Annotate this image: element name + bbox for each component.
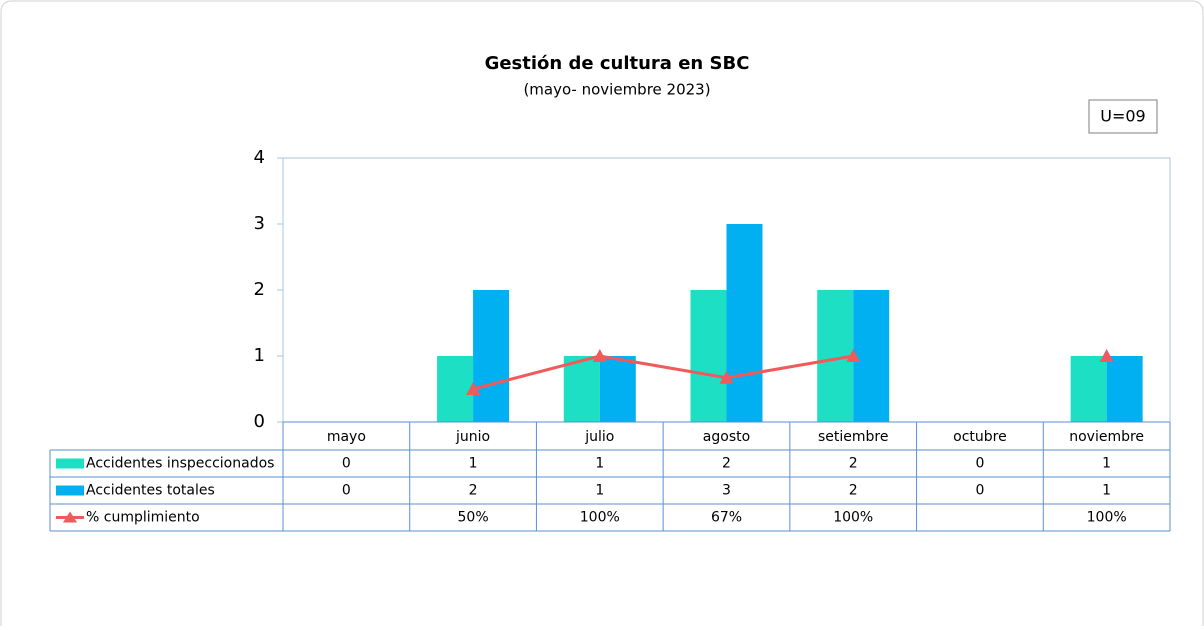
- legend-swatch: [56, 458, 84, 469]
- table-cell: 1: [469, 456, 478, 472]
- table-cell: 0: [975, 456, 984, 472]
- bar: [473, 290, 510, 422]
- table-cell: 2: [722, 456, 731, 472]
- table-cell: 67%: [711, 510, 742, 526]
- x-tick-label: noviembre: [1069, 429, 1144, 445]
- bar: [853, 290, 890, 422]
- legend-label: Accidentes totales: [86, 483, 215, 499]
- annotation-box: [1088, 99, 1158, 134]
- x-tick-label: setiembre: [818, 429, 889, 445]
- y-tick-label: 2: [254, 279, 265, 300]
- bar: [1106, 356, 1143, 422]
- bar: [563, 356, 600, 422]
- chart-title: Gestión de cultura en SBC: [485, 53, 750, 74]
- bar: [1070, 356, 1107, 422]
- line-marker: [1099, 349, 1114, 362]
- table-cell: 1: [1102, 483, 1111, 499]
- table-cell: 3: [722, 483, 731, 499]
- line-marker: [846, 349, 861, 362]
- bar: [726, 224, 763, 422]
- table-cell: 2: [849, 456, 858, 472]
- legend-swatch: [56, 485, 84, 496]
- annotation: U=09: [1100, 107, 1145, 126]
- chart-subtitle: (mayo- noviembre 2023): [523, 81, 710, 99]
- line-marker: [466, 382, 481, 395]
- table-cell: 1: [595, 483, 604, 499]
- legend-label: % cumplimiento: [86, 510, 200, 526]
- y-tick-label: 0: [254, 411, 265, 432]
- table-cell: 100%: [833, 510, 873, 526]
- x-tick-label: junio: [455, 429, 490, 445]
- line-marker: [719, 370, 734, 384]
- table-cell: 1: [1102, 456, 1111, 472]
- table-cell: 0: [342, 483, 351, 499]
- table-cell: 0: [342, 456, 351, 472]
- table-cell: 1: [595, 456, 604, 472]
- table-cell: 50%: [458, 510, 489, 526]
- y-tick-label: 3: [254, 213, 265, 234]
- table-cell: 2: [469, 483, 478, 499]
- table-cell: 0: [975, 483, 984, 499]
- bar: [690, 290, 727, 422]
- x-tick-label: mayo: [327, 429, 366, 445]
- bar: [437, 356, 474, 422]
- legend-swatch: [63, 511, 77, 523]
- x-tick-label: octubre: [953, 429, 1007, 445]
- x-tick-label: julio: [584, 429, 614, 445]
- table-cell: 100%: [580, 510, 620, 526]
- table-cell: 100%: [1087, 510, 1127, 526]
- bar: [599, 356, 636, 422]
- x-tick-label: agosto: [703, 429, 750, 445]
- y-tick-label: 4: [254, 147, 265, 168]
- line-marker: [592, 349, 607, 362]
- table-cell: 2: [849, 483, 858, 499]
- bar: [817, 290, 854, 422]
- y-tick-label: 1: [254, 345, 265, 366]
- legend-label: Accidentes inspeccionados: [86, 456, 274, 472]
